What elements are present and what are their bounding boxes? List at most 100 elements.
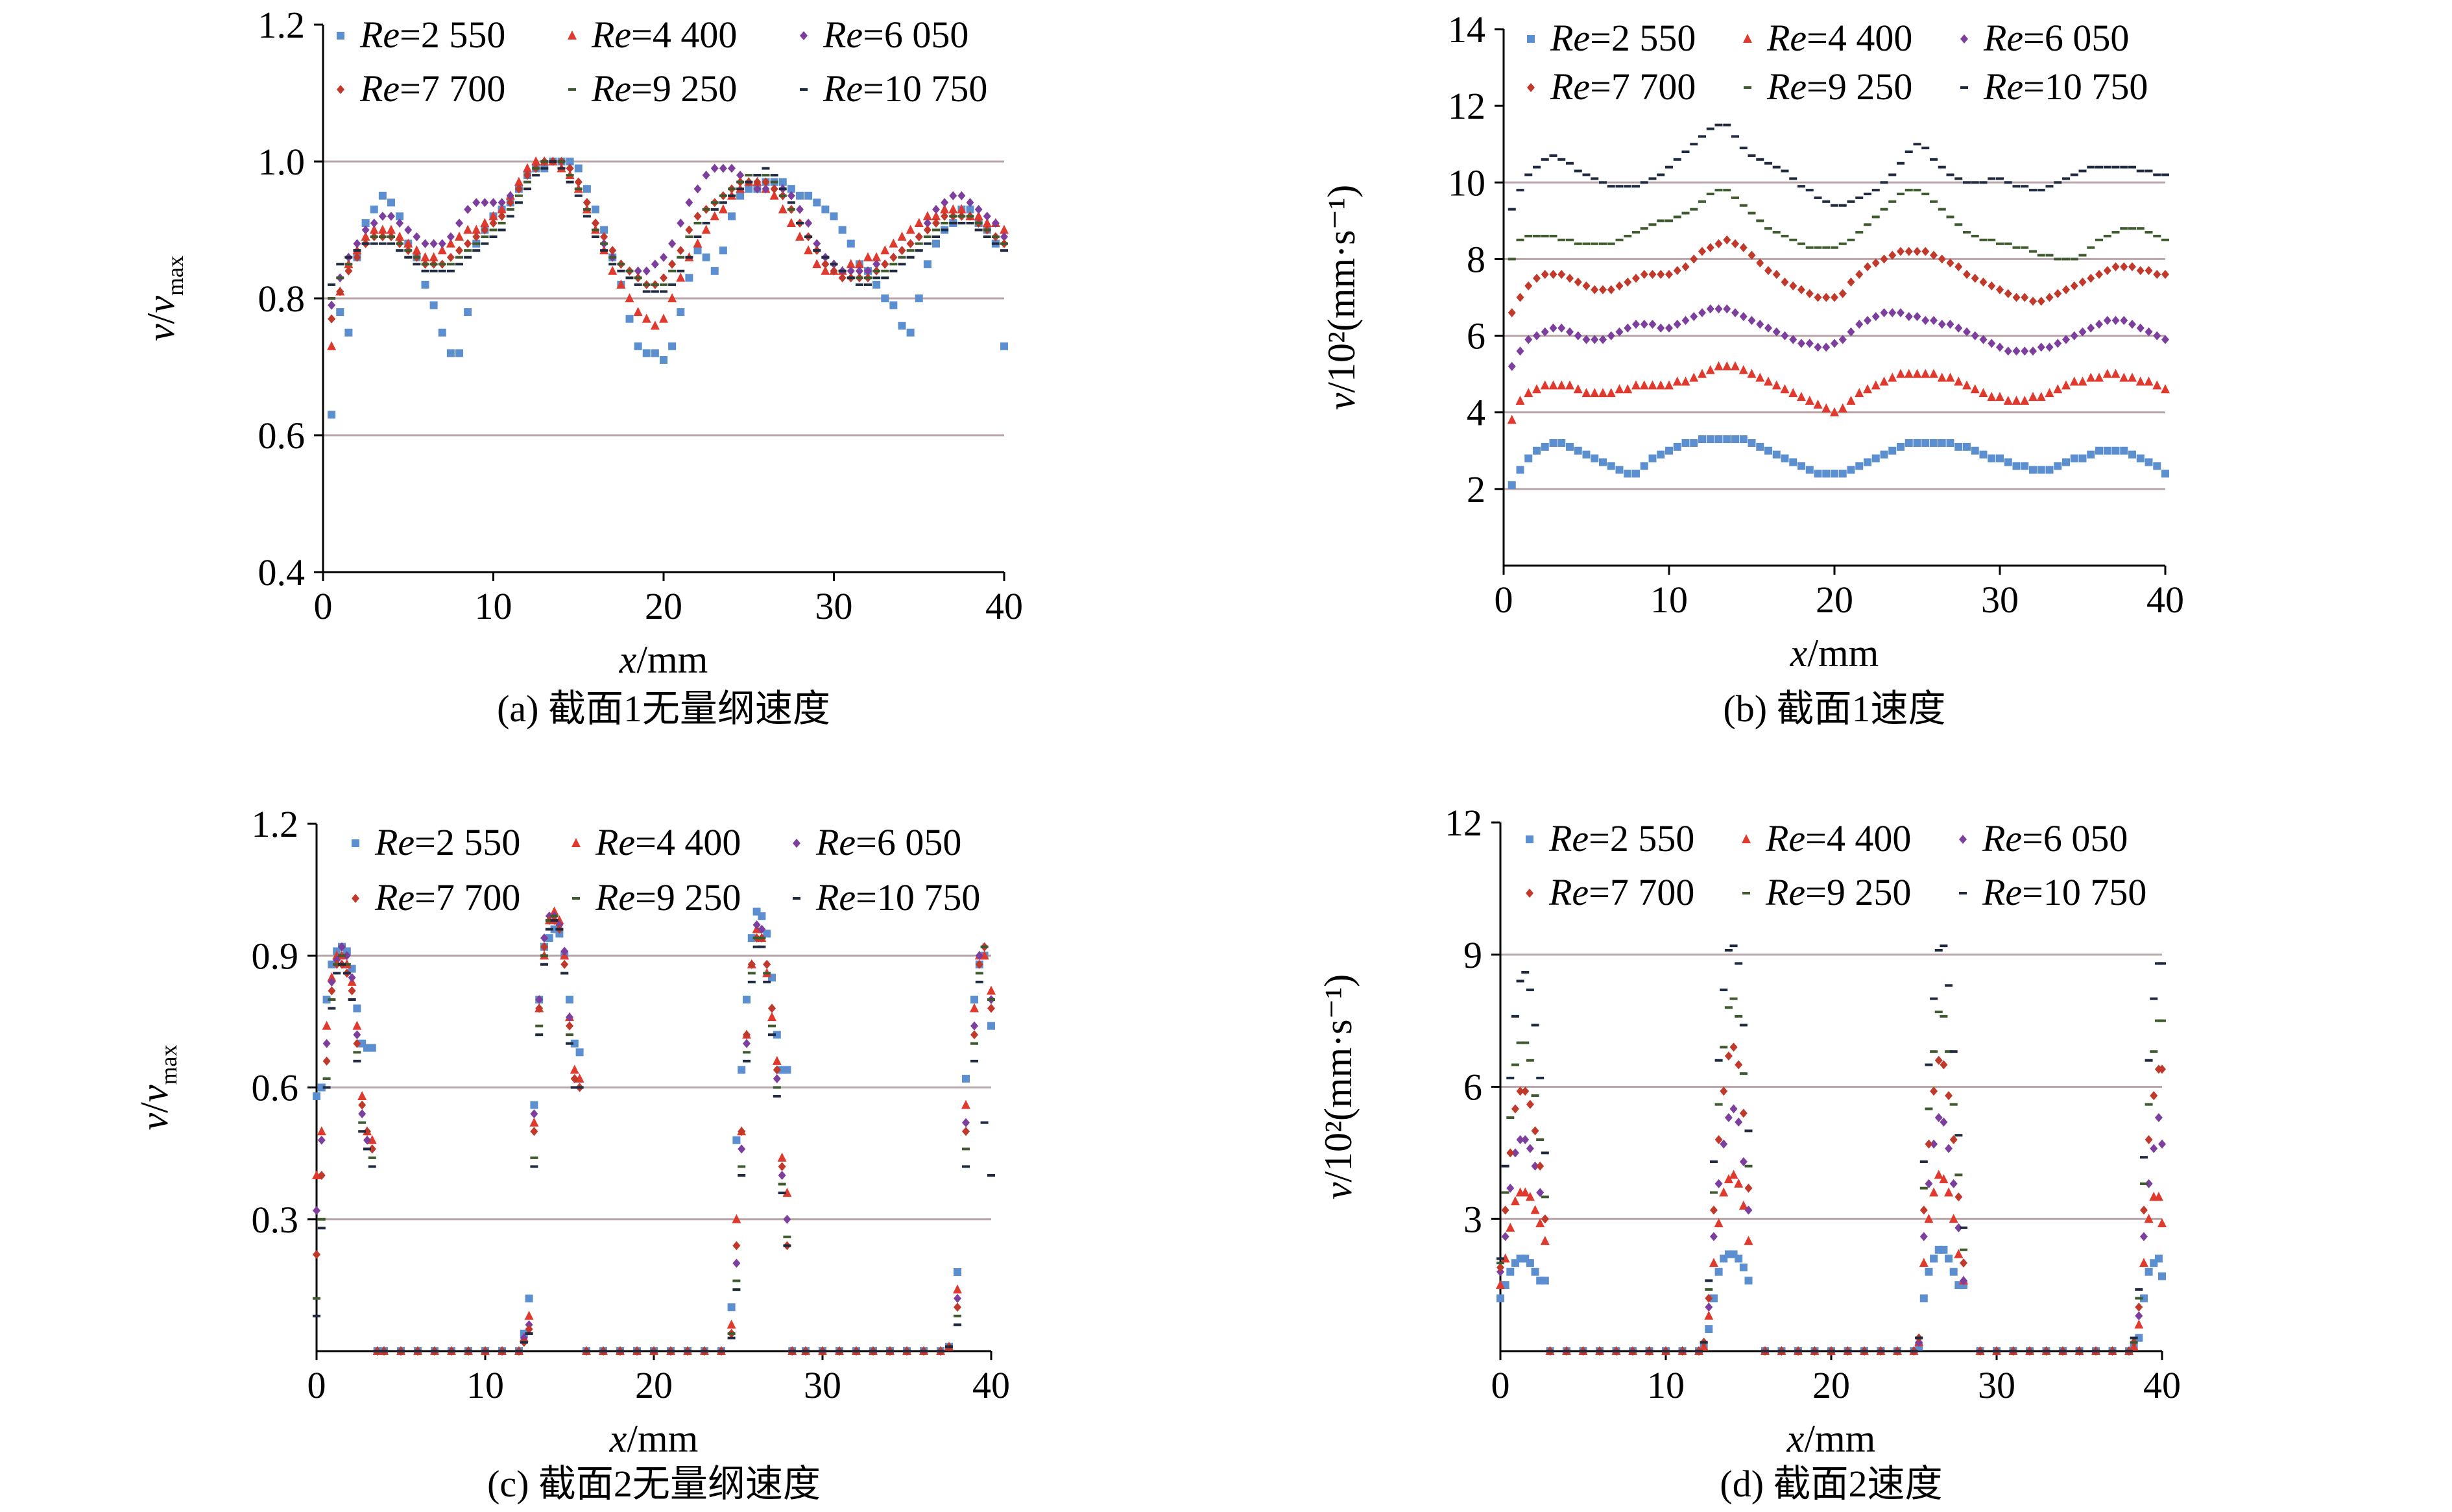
data-point	[2009, 1350, 2017, 1352]
data-point	[1979, 450, 1988, 459]
data-point	[1566, 238, 1574, 241]
data-point	[2021, 246, 2029, 249]
data-point	[1919, 1205, 1928, 1215]
data-point	[2153, 462, 2161, 470]
data-point	[886, 1350, 894, 1352]
data-point	[1764, 323, 1772, 333]
chart-panel-a: 0.4 0.6 0.8 1.0 1.2 0 10 20 30 40 x/mm v/vmax Re=2 5…	[139, 4, 1023, 730]
data-point	[498, 228, 506, 232]
data-point	[1524, 454, 1533, 462]
data-point	[1000, 242, 1008, 245]
data-point	[1940, 1060, 1948, 1070]
data-point	[2145, 169, 2153, 173]
data-point	[2103, 315, 2111, 325]
data-point	[2078, 454, 2087, 462]
data-point	[1665, 446, 1673, 455]
data-point	[358, 1130, 367, 1133]
data-point	[2120, 227, 2128, 230]
data-point	[489, 235, 498, 239]
data-point	[1988, 339, 1996, 348]
data-point	[549, 906, 559, 916]
data-point	[1596, 1350, 1604, 1352]
data-point	[1731, 308, 1739, 318]
data-point	[600, 232, 608, 242]
data-point	[353, 252, 361, 262]
data-point	[1723, 189, 1731, 192]
data-point	[980, 950, 989, 960]
data-point	[1995, 392, 2004, 402]
x-axis-label: x/mm	[609, 1417, 699, 1460]
data-point	[1963, 181, 1971, 184]
data-point	[1855, 270, 1864, 280]
data-point	[1709, 1160, 1718, 1163]
data-point	[941, 221, 949, 224]
data-point	[387, 242, 395, 245]
y-tick-label: 6	[1467, 315, 1485, 357]
data-point	[446, 232, 455, 242]
data-point	[660, 283, 667, 286]
data-point	[2103, 266, 2111, 276]
legend-marker	[800, 31, 808, 40]
data-point	[1632, 185, 1640, 188]
data-point	[1988, 177, 1996, 180]
data-point	[1496, 1262, 1504, 1272]
data-point	[328, 314, 336, 324]
data-point	[2150, 1050, 2158, 1053]
data-point	[2070, 331, 2078, 341]
legend-marker	[1526, 835, 1533, 843]
data-point	[1695, 1350, 1703, 1352]
data-point	[535, 1024, 544, 1027]
data-point	[575, 1086, 584, 1089]
data-point	[464, 1350, 472, 1352]
data-point	[966, 198, 974, 208]
data-point	[1979, 181, 1988, 184]
data-point	[752, 937, 761, 940]
data-point	[438, 263, 446, 266]
data-point	[1496, 1257, 1504, 1260]
data-point	[717, 1350, 725, 1352]
data-point	[975, 980, 983, 983]
data-point	[778, 178, 787, 186]
data-point	[783, 1244, 791, 1247]
data-point	[1599, 458, 1607, 466]
data-point	[1673, 266, 1681, 276]
data-point	[702, 253, 710, 261]
data-point	[2161, 270, 2169, 280]
data-point	[710, 208, 719, 211]
data-point	[1905, 246, 1913, 256]
data-point	[685, 274, 693, 282]
series-2	[1496, 1170, 2167, 1355]
data-point	[2136, 266, 2145, 276]
data-point	[1705, 1288, 1713, 1291]
data-point	[830, 263, 838, 266]
data-point	[1880, 254, 1888, 264]
data-point	[1919, 1232, 1928, 1242]
data-point	[336, 263, 344, 266]
data-point	[1648, 270, 1657, 280]
data-point	[312, 1170, 321, 1179]
data-point	[747, 934, 756, 942]
data-point	[532, 167, 540, 170]
data-point	[446, 263, 455, 266]
data-point	[1739, 147, 1748, 150]
data-point	[773, 1031, 781, 1039]
data-point	[1566, 327, 1574, 337]
data-point	[974, 228, 983, 232]
data-point	[387, 198, 395, 207]
data-point	[1761, 1350, 1769, 1352]
data-point	[1540, 1236, 1550, 1245]
data-point	[2059, 1350, 2067, 1352]
data-point	[535, 1003, 544, 1013]
data-point	[1673, 319, 1681, 329]
data-point	[380, 1350, 388, 1352]
data-point	[1764, 446, 1772, 455]
data-point	[387, 224, 396, 234]
data-point	[1739, 1072, 1748, 1075]
data-point	[1515, 395, 1525, 405]
data-point	[1949, 1179, 1958, 1188]
data-point	[1930, 315, 1938, 325]
data-point	[1724, 948, 1733, 952]
data-point	[2158, 1139, 2166, 1149]
data-point	[2139, 1258, 2148, 1267]
data-point	[608, 256, 617, 259]
